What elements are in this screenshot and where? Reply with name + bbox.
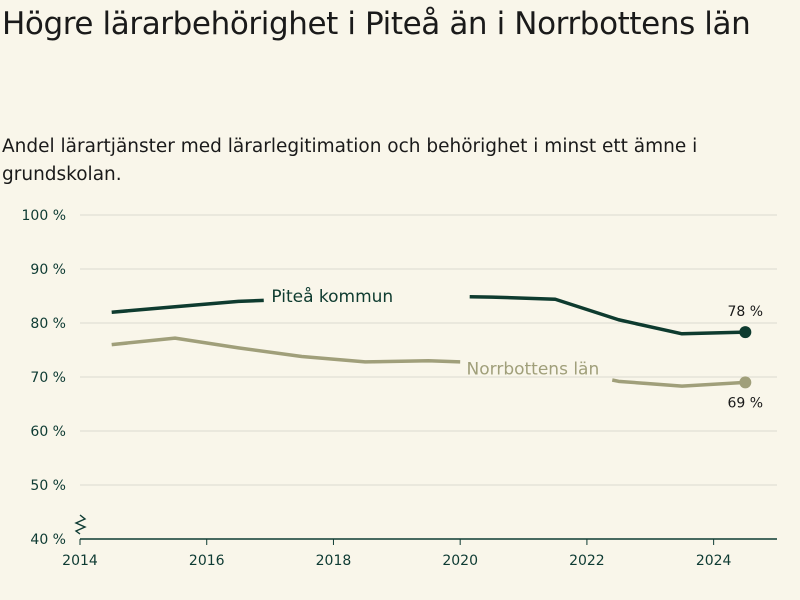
y-tick-label: 50 % — [30, 478, 66, 494]
x-tick-label: 2022 — [569, 553, 605, 569]
end-value-label: 78 % — [728, 304, 764, 320]
x-tick-label: 2020 — [442, 553, 478, 569]
series-line — [469, 294, 746, 336]
x-tick-label: 2014 — [62, 553, 98, 569]
series-label: Norrbottens län — [467, 359, 600, 379]
y-tick-label: 60 % — [30, 424, 66, 440]
end-point-marker — [739, 376, 752, 389]
end-point-marker — [739, 326, 752, 339]
series-label: Piteå kommun — [271, 286, 393, 307]
end-value-label: 69 % — [728, 395, 764, 411]
y-tick-label: 90 % — [30, 262, 66, 278]
x-tick-label: 2018 — [316, 553, 352, 569]
chart-subtitle: Andel lärartjänster med lärarlegitimatio… — [2, 136, 698, 185]
y-tick-label: 40 % — [30, 532, 66, 548]
series-line — [611, 378, 746, 388]
x-tick-label: 2016 — [189, 553, 225, 569]
series-line — [111, 336, 461, 364]
x-tick-label: 2024 — [696, 553, 732, 569]
series-line — [111, 298, 264, 314]
y-tick-label: 100 % — [22, 208, 66, 224]
y-tick-label: 70 % — [30, 370, 66, 386]
axis-break-icon — [74, 514, 87, 535]
y-tick-label: 80 % — [30, 316, 66, 332]
chart-title: Högre lärarbehörighet i Piteå än i Norrb… — [2, 6, 751, 42]
